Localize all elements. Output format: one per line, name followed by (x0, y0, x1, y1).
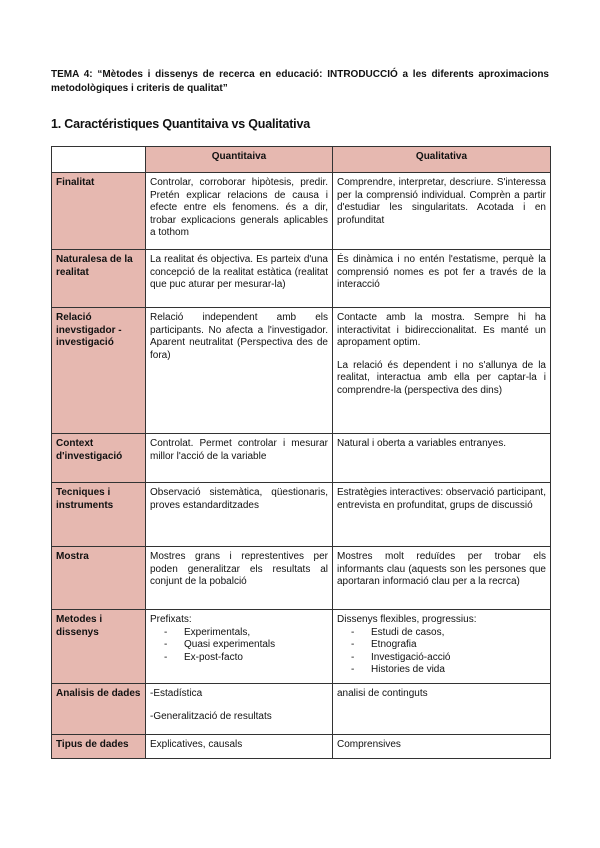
list-item: Histories de vida (337, 664, 546, 677)
cell-paragraph: Explicatives, causals (150, 739, 243, 750)
cell-paragraph: Prefixats: (150, 614, 192, 625)
cell-paragraph: -Generalització de resultats (150, 710, 272, 722)
qualitative-cell: Comprendre, interpretar, descriure. S'in… (332, 172, 551, 250)
row-label: Finalitat (51, 172, 146, 250)
header-qualitative: Qualitativa (332, 146, 551, 173)
list-item: Ex-post-facto (150, 652, 328, 665)
quantitative-cell: Controlat. Permet controlar i mesurar mi… (145, 433, 333, 483)
row-label: Tecniques i instruments (51, 482, 146, 547)
cell-list: Experimentals,Quasi experimentalsEx-post… (150, 627, 328, 665)
row-label: Analisis de dades (51, 683, 146, 735)
quantitative-cell: La realitat és objectiva. Es parteix d'u… (145, 249, 333, 308)
cell-paragraph: analisi de continguts (337, 688, 428, 699)
qualitative-cell: És dinàmica i no entén l'estatisme, perq… (332, 249, 551, 308)
table-row: Relació inevstigador -investigació Relaci… (51, 307, 551, 434)
row-label: Mostra (51, 546, 146, 610)
cell-paragraph: Controlat. Permet controlar i mesurar mi… (150, 438, 328, 462)
qualitative-cell: Mostres molt reduïdes per trobar els inf… (332, 546, 551, 610)
cell-paragraph: Observació sistemàtica, qüestionaris, pr… (150, 487, 328, 511)
qualitative-cell: Estratègies interactives: observació par… (332, 482, 551, 547)
section-heading: 1. Caractéristiques Quantitaiva vs Quali… (51, 117, 310, 131)
cell-paragraph: Contacte amb la mostra. Sempre hi ha int… (337, 312, 546, 349)
cell-paragraph: Estratègies interactives: observació par… (337, 487, 546, 511)
cell-paragraph: És dinàmica i no entén l'estatisme, perq… (337, 254, 546, 291)
table-row: Metodes i dissenys Prefixats: Experimental… (51, 609, 551, 684)
cell-paragraph: Comprensives (337, 739, 401, 750)
list-item: Quasi experimentals (150, 639, 328, 652)
row-label: Tipus de dades (51, 734, 146, 759)
cell-paragraph: Natural i oberta a variables entranyes. (337, 438, 506, 449)
qualitative-cell: analisi de continguts (332, 683, 551, 735)
table-row: Analisis de dades -Estadística -Generalitz… (51, 683, 551, 735)
comparison-table: Quantitaiva Qualitativa Finalitat Control… (51, 146, 551, 759)
quantitative-cell: Observació sistemàtica, qüestionaris, pr… (145, 482, 333, 547)
cell-list: Estudi de casos,EtnografiaInvestigació-a… (337, 627, 546, 677)
list-item: Investigació-acció (337, 652, 546, 665)
cell-paragraph: La relació és dependent i no s'allunya d… (337, 359, 546, 396)
row-label: Relació inevstigador -investigació (51, 307, 146, 434)
document-title: TEMA 4: “Mètodes i dissenys de recerca e… (51, 69, 549, 94)
cell-paragraph: Comprendre, interpretar, descriure. S'in… (337, 177, 546, 226)
cell-paragraph: -Estadística (150, 688, 203, 699)
quantitative-cell: Controlar, corroborar hipòtesis, predir.… (145, 172, 333, 250)
qualitative-cell: Natural i oberta a variables entranyes. (332, 433, 551, 483)
cell-paragraph: Dissenys flexibles, progressius: (337, 614, 477, 625)
quantitative-cell: Mostres grans i represtentives per poden… (145, 546, 333, 610)
qualitative-cell: Comprensives (332, 734, 551, 759)
row-label: Metodes i dissenys (51, 609, 146, 684)
table-row: Tecniques i instruments Observació sistem… (51, 482, 551, 547)
cell-paragraph: Relació independent amb els participants… (150, 312, 328, 361)
list-item: Experimentals, (150, 627, 328, 640)
table-row: Tipus de dades Explicatives, causals Compr… (51, 734, 551, 759)
quantitative-cell: Prefixats: Experimentals,Quasi experiment… (145, 609, 333, 684)
qualitative-cell: Contacte amb la mostra. Sempre hi ha int… (332, 307, 551, 434)
table-row: Naturalesa de la realitat La realitat és … (51, 249, 551, 308)
qualitative-cell: Dissenys flexibles, progressius: Estudi d… (332, 609, 551, 684)
quantitative-cell: Explicatives, causals (145, 734, 333, 759)
cell-paragraph: Controlar, corroborar hipòtesis, predir.… (150, 177, 328, 239)
header-blank (51, 146, 146, 173)
table-header-row: Quantitaiva Qualitativa (51, 146, 551, 173)
cell-paragraph: Mostres molt reduïdes per trobar els inf… (337, 551, 546, 588)
list-item: Estudi de casos, (337, 627, 546, 640)
cell-paragraph: La realitat és objectiva. Es parteix d'u… (150, 254, 328, 291)
list-item: Etnografia (337, 639, 546, 652)
table-row: Context d'investigació Controlat. Permet … (51, 433, 551, 483)
table-row: Mostra Mostres grans i represtentives per… (51, 546, 551, 610)
quantitative-cell: -Estadística -Generalització de resultats (145, 683, 333, 735)
table-row: Finalitat Controlar, corroborar hipòtesis… (51, 172, 551, 250)
row-label: Context d'investigació (51, 433, 146, 483)
quantitative-cell: Relació independent amb els participants… (145, 307, 333, 434)
cell-paragraph: Mostres grans i represtentives per poden… (150, 551, 328, 588)
row-label: Naturalesa de la realitat (51, 249, 146, 308)
header-quantitative: Quantitaiva (145, 146, 333, 173)
